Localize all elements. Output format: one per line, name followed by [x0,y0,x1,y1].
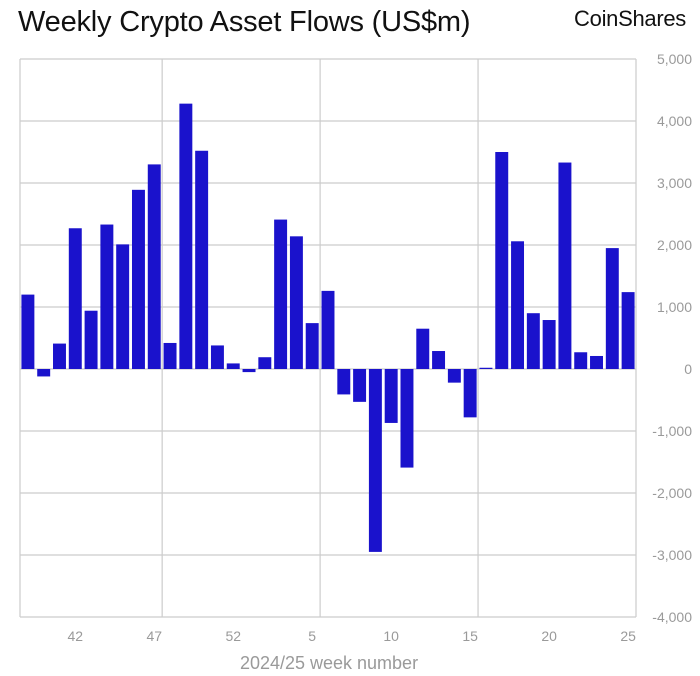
x-tick-label: 10 [383,628,399,644]
chart-title: Weekly Crypto Asset Flows (US$m) [18,6,471,38]
bar-week-19 [526,313,540,369]
bar-week-47 [147,164,161,369]
bar-week-16 [479,367,493,369]
y-tick-label: -1,000 [652,423,692,439]
bar-layer [21,103,635,552]
bar-week-18 [511,241,525,369]
x-axis-tick-labels: 42 47 52 5 10 15 20 25 [67,628,636,644]
x-tick-label: 47 [146,628,162,644]
bar-week-52 [226,363,240,369]
bar-week-17 [495,152,509,369]
bar-week-21 [558,162,572,369]
bar-week-15 [463,369,477,418]
bar-week-43 [84,310,98,369]
x-axis-label: 2024/25 week number [240,653,418,673]
bar-week-8 [353,369,367,402]
bar-week-12 [416,328,430,369]
bar-week-14 [447,369,461,383]
bar-week-9 [368,369,382,552]
bar-week-23 [590,355,603,369]
x-tick-label: 15 [462,628,478,644]
bar-week-41 [53,343,66,369]
bar-week-3 [274,219,288,369]
bar-week-4 [289,236,303,369]
y-tick-label: 2,000 [657,237,692,253]
y-tick-label: -3,000 [652,547,692,563]
bar-week-50 [195,150,209,369]
bar-week-10 [384,369,398,423]
x-tick-label: 25 [620,628,636,644]
bar-week-42 [68,228,82,369]
y-tick-label: 1,000 [657,299,692,315]
bar-week-51 [210,345,224,369]
coinshares-logo: CoinShares [574,6,686,31]
bar-week-5 [305,323,319,369]
bar-week-45 [116,244,130,369]
bar-week-20 [542,320,556,369]
bar-week-46 [131,189,145,369]
bar-week-1 [242,369,256,373]
y-tick-label: 0 [684,361,692,377]
y-tick-label: -4,000 [652,609,692,625]
y-tick-label: 3,000 [657,175,692,191]
x-tick-label: 52 [225,628,241,644]
y-tick-label: 5,000 [657,51,692,67]
bar-week-25 [621,292,635,369]
bar-week-6 [321,290,335,369]
y-tick-label: 4,000 [657,113,692,129]
bar-week-22 [574,352,588,369]
bar-week-40 [37,369,51,377]
bar-week-39 [21,294,35,369]
x-tick-label: 5 [308,628,316,644]
bar-week-49 [179,103,193,369]
y-tick-label: -2,000 [652,485,692,501]
y-axis-tick-labels: -4,000 -3,000 -2,000 -1,000 0 1,000 2,000 3,000… [652,51,692,625]
bar-week-24 [605,248,619,369]
x-tick-label: 42 [67,628,83,644]
x-tick-label: 20 [541,628,557,644]
bar-week-13 [432,351,446,369]
bar-week-44 [100,224,114,369]
bar-week-2 [258,357,272,369]
bar-week-7 [337,369,351,395]
bar-week-48 [163,342,177,369]
bar-week-11 [400,369,414,468]
